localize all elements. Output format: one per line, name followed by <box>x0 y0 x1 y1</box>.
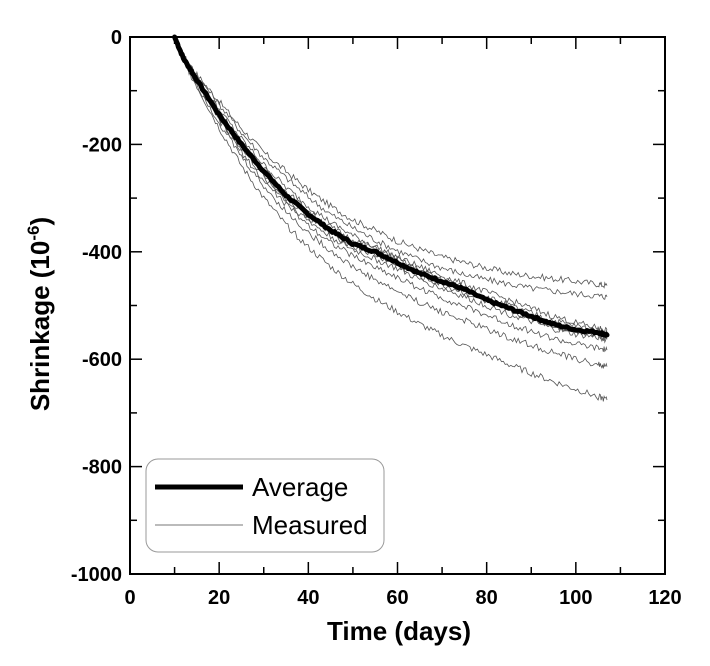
y-tick-labels: 0 -200 -400 -600 -800 -1000 <box>71 27 122 586</box>
y-tick-label: -200 <box>82 134 122 156</box>
y-axis-title-main: Shrinkage (10 <box>25 241 55 412</box>
measured-line <box>174 36 608 300</box>
y-axis-title-close: ) <box>25 217 55 226</box>
x-tick-label: 120 <box>648 587 681 609</box>
measured-line <box>174 36 608 341</box>
y-tick-label: 0 <box>111 27 122 49</box>
y-tick-label: -400 <box>82 242 122 264</box>
average-series-group <box>172 34 610 338</box>
x-tick-label: 0 <box>124 587 135 609</box>
legend-label-average: Average <box>252 472 348 502</box>
x-axis-title: Time (days) <box>327 616 471 646</box>
measured-line <box>174 36 608 336</box>
x-tick-label: 40 <box>297 587 319 609</box>
average-line <box>172 34 610 338</box>
legend-label-measured: Measured <box>252 510 368 540</box>
measured-line <box>174 36 608 369</box>
y-tick-label: -600 <box>82 349 122 371</box>
x-tick-label: 20 <box>208 587 230 609</box>
y-axis-title-exponent: -6 <box>24 226 43 241</box>
x-tick-label: 80 <box>476 587 498 609</box>
measured-series-group <box>174 36 608 402</box>
legend-box <box>145 458 385 553</box>
measured-line <box>174 36 608 353</box>
x-tick-labels: 0 20 40 60 80 100 120 <box>124 587 681 609</box>
y-tick-label: -1000 <box>71 564 122 586</box>
x-tick-label: 60 <box>386 587 408 609</box>
x-tick-label: 100 <box>559 587 592 609</box>
legend: Average Measured <box>145 458 385 553</box>
measured-line <box>174 36 608 344</box>
y-tick-label: -800 <box>82 457 122 479</box>
measured-line <box>174 36 608 402</box>
y-axis-title: Shrinkage (10-6) <box>24 217 55 411</box>
